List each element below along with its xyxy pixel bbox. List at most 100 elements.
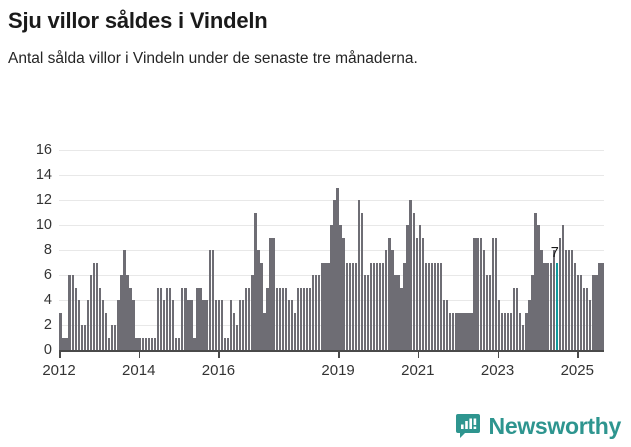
bar [138,337,141,350]
bar [159,287,163,350]
bar [534,212,537,350]
bar [455,312,458,350]
bar [296,287,300,350]
bar [235,325,239,350]
brand-footer: Newsworthy [455,413,621,439]
chart-plot: 0 2 4 6 8 10 12 14 16 2012 2014 2016 2019 2021 2023 20… [0,142,631,382]
bar [485,275,488,350]
bar [284,287,287,350]
bar [68,275,71,350]
bar [479,237,482,350]
bar [141,337,144,350]
bar [80,325,83,350]
x-axis-tick-label: 2012 [42,362,76,379]
bar [418,225,421,350]
bar [442,300,446,350]
bar [318,275,321,350]
bar [537,225,540,350]
bar [528,300,531,350]
x-axis-tick-label: 2023 [480,362,515,379]
bar [187,300,190,350]
bar [546,262,549,350]
bar [123,250,126,350]
bar [494,237,498,350]
bar [266,287,269,350]
bar [226,337,230,350]
bar [348,262,351,350]
bar [305,287,309,350]
x-axis-tick-label: 2016 [201,362,236,379]
bar [351,262,354,350]
bar [327,262,330,350]
bar [509,312,513,350]
chart-subtitle: Antal sålda villor i Vindeln under de se… [8,50,418,67]
bar [354,262,358,350]
bar [71,275,74,350]
bar [543,262,546,350]
bar [382,262,385,350]
x-axis-tick [138,352,141,358]
bar [379,262,382,350]
bar [409,200,412,350]
bar [567,250,571,350]
bar [461,312,464,350]
bar [491,237,495,350]
bar [190,300,193,350]
bar [576,275,580,350]
bar [339,225,342,350]
bar [211,250,214,350]
bar [196,287,199,350]
bar [424,262,428,350]
bar [287,300,291,350]
bar [65,337,68,350]
bar [86,300,90,350]
bar [260,262,263,350]
bar [388,237,391,350]
bar [400,287,403,350]
bar [558,237,562,350]
bar [506,312,510,350]
page-title: Sju villor såldes i Vindeln [8,8,268,33]
x-axis-baseline [59,350,604,352]
bar [129,287,132,350]
bar [512,287,516,350]
bar [101,300,105,350]
bar [232,312,236,350]
bar [269,237,272,350]
bar [205,300,208,350]
bar [503,312,507,350]
bar [570,250,574,350]
x-axis-tick [338,352,340,358]
bar [391,250,394,350]
x-axis-tick [577,352,579,358]
bar [245,287,248,350]
x-axis-tick [59,352,61,358]
x-axis-tick-label: 2019 [321,362,355,379]
x-axis-tick [417,352,420,358]
bar [360,212,364,350]
bar [117,300,120,350]
y-axis-tick-label: 10 [35,217,52,233]
bar [321,262,324,350]
y-axis-tick-label: 8 [43,242,52,258]
bar [135,337,138,350]
bar [126,275,129,350]
bar [153,337,157,350]
bar [415,237,418,350]
x-axis-tick [497,352,500,358]
bar [59,312,62,350]
bar [175,337,178,350]
bar [290,300,294,350]
bar [552,250,555,350]
bar [251,275,254,350]
bar [427,262,431,350]
bar [598,262,601,350]
bar [254,212,257,350]
bar [199,287,202,350]
bar [482,250,485,350]
bar [579,275,583,350]
bar [293,312,297,350]
bar [406,225,409,350]
bar [561,225,565,350]
bar [263,312,266,350]
